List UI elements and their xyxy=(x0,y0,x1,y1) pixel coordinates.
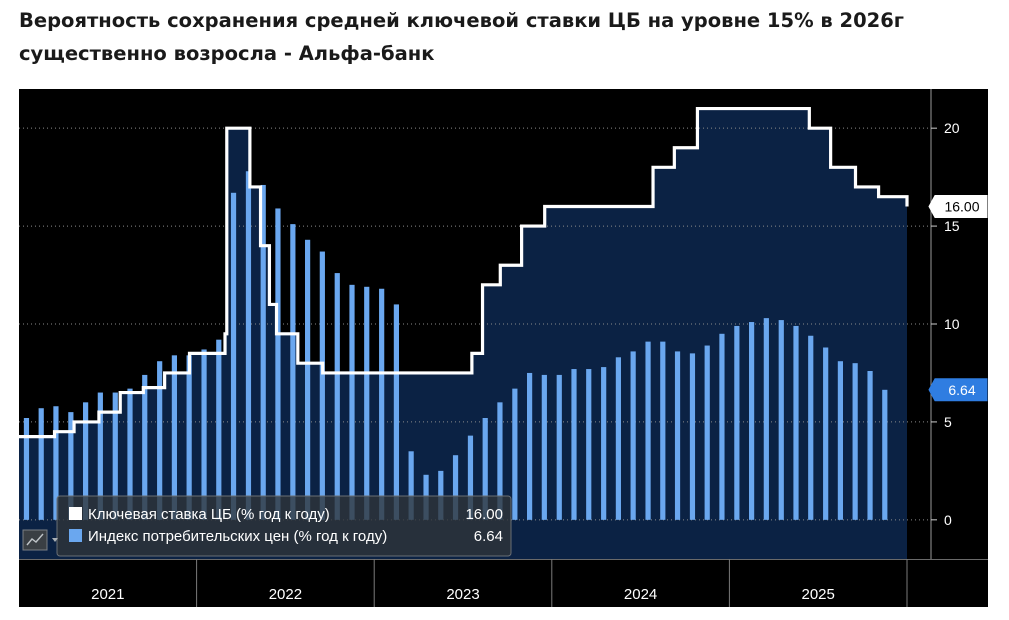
cpi-bar xyxy=(852,363,858,520)
cpi-bar xyxy=(763,318,769,520)
cpi-bar xyxy=(497,402,503,520)
cpi-bar xyxy=(512,388,518,520)
year-label: 2025 xyxy=(802,586,835,603)
year-label: 2022 xyxy=(269,586,302,603)
legend-swatch xyxy=(69,507,82,520)
cpi-bar xyxy=(689,353,696,520)
year-label: 2021 xyxy=(91,586,124,603)
cpi-bar xyxy=(305,239,311,520)
year-label: 2024 xyxy=(624,586,657,603)
cpi-bar xyxy=(882,389,888,520)
cpi-bar xyxy=(245,171,252,520)
cpi-bar xyxy=(778,320,784,520)
cpi-bar xyxy=(319,251,325,520)
legend-label: Ключевая ставка ЦБ (% год к году) xyxy=(88,506,330,523)
legend-value: 16.00 xyxy=(465,506,503,523)
cpi-bar xyxy=(379,288,385,520)
cpi-bar xyxy=(186,355,192,520)
cpi-bar xyxy=(290,224,296,520)
cpi-bar xyxy=(601,367,607,520)
cpi-bar xyxy=(793,325,799,520)
cpi-bar xyxy=(127,388,133,520)
cpi-bar xyxy=(171,355,177,520)
cpi-bar xyxy=(68,412,74,520)
legend-swatch xyxy=(69,529,82,542)
cpi-bar xyxy=(230,192,237,520)
cpi-bar xyxy=(837,361,843,520)
cpi-last-badge: 6.64 xyxy=(928,378,988,402)
cpi-bar xyxy=(615,357,621,520)
chevron-down-icon[interactable] xyxy=(52,538,58,542)
cpi-bar xyxy=(349,284,355,520)
key-rate-last-badge-value: 16.00 xyxy=(944,199,979,215)
legend-panel xyxy=(56,495,512,557)
y-tick-label: 10 xyxy=(944,316,960,332)
cpi-bar xyxy=(216,339,222,520)
year-label: 2023 xyxy=(446,586,479,603)
cpi-bar xyxy=(749,322,755,520)
key-rate-last-badge: 16.00 xyxy=(928,195,988,218)
cpi-bar xyxy=(83,402,89,520)
cpi-bar xyxy=(260,184,266,520)
cpi-bar xyxy=(467,435,474,520)
key-rate-last-badge-shape xyxy=(928,195,988,218)
cpi-bar xyxy=(53,406,59,520)
cpi-bar xyxy=(157,361,163,520)
y-tick-label: 5 xyxy=(944,414,952,430)
cpi-bar xyxy=(734,325,740,520)
cpi-last-badge-shape xyxy=(928,378,988,402)
cpi-bar xyxy=(142,374,148,520)
cpi-bar xyxy=(452,455,459,520)
cpi-last-badge-value: 6.64 xyxy=(948,382,975,398)
cpi-bar xyxy=(719,333,725,520)
cpi-bar xyxy=(97,392,103,520)
cpi-bar xyxy=(201,349,207,520)
cpi-bar xyxy=(541,374,547,520)
legend-value: 6.64 xyxy=(474,528,503,545)
cpi-bar xyxy=(586,369,592,520)
cpi-bar xyxy=(408,451,414,520)
cpi-bar xyxy=(823,347,829,520)
cpi-bar xyxy=(482,418,488,520)
line-chart-icon xyxy=(26,533,44,546)
cpi-bar xyxy=(438,470,444,520)
cpi-bar xyxy=(38,408,44,520)
headline: Вероятность сохранения средней ключевой … xyxy=(19,9,904,65)
chart-type-button[interactable] xyxy=(22,529,48,551)
cpi-bar xyxy=(808,335,814,520)
cpi-bar xyxy=(630,351,636,520)
cpi-bar xyxy=(23,418,30,520)
cpi-bar xyxy=(112,392,118,520)
cpi-bar xyxy=(364,286,370,520)
cpi-bar xyxy=(556,374,562,520)
cpi-bar xyxy=(334,273,340,520)
rate-area xyxy=(19,108,907,559)
cpi-bar xyxy=(571,369,577,520)
key-rate-line xyxy=(19,106,909,439)
cpi-bar xyxy=(867,371,873,520)
y-tick-label: 15 xyxy=(944,218,960,234)
legend-label: Индекс потребительских цен (% год к году… xyxy=(88,528,387,545)
y-tick-label: 20 xyxy=(944,120,960,136)
cpi-bar xyxy=(393,304,399,520)
cpi-bar xyxy=(645,341,651,520)
cpi-bar xyxy=(704,345,710,520)
x-axis-band xyxy=(19,559,988,607)
y-tick-label: 0 xyxy=(944,512,952,528)
cpi-bar xyxy=(527,372,533,520)
cpi-bar xyxy=(674,351,681,520)
cpi-bar xyxy=(660,341,666,520)
cpi-bar xyxy=(275,208,281,520)
